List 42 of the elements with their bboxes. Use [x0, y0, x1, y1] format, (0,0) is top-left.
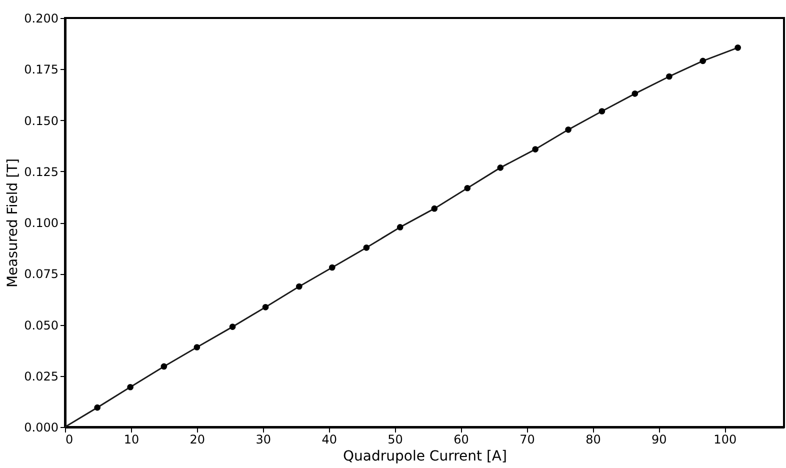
y-axis-title: Measured Field [T]: [5, 158, 22, 288]
x-tick-label: 60: [454, 432, 469, 446]
point: [94, 404, 100, 411]
y-tick-label: 0.125: [24, 164, 58, 179]
point: [194, 344, 200, 350]
x-tick-label: 30: [256, 432, 272, 446]
x-tick-label: 50: [388, 432, 403, 446]
x-tick-label: 10: [124, 432, 140, 446]
y-tick-label: 0.100: [24, 216, 58, 230]
x-tick-label: 40: [322, 432, 337, 446]
y-tick-label: 0.150: [24, 114, 58, 128]
y-tick-label: 0.075: [24, 267, 58, 282]
y-tick-label: 0.000: [24, 420, 58, 434]
point: [328, 264, 336, 271]
y-tick-label: 0.200: [24, 12, 58, 26]
point: [296, 283, 302, 290]
point: [632, 90, 638, 97]
point: [565, 126, 572, 133]
point: [598, 108, 606, 114]
x-axis-title: Quadrupole Current [A]: [343, 448, 507, 464]
point: [532, 146, 538, 152]
point: [700, 58, 706, 64]
y-tick-label: 0.175: [24, 62, 58, 77]
point: [497, 164, 504, 171]
point: [127, 384, 134, 390]
point: [262, 304, 269, 310]
x-tick-label: 80: [586, 432, 601, 446]
x-tick-label: 70: [520, 432, 535, 446]
point: [431, 205, 438, 212]
x-tick-label: 0: [66, 432, 74, 446]
point: [464, 184, 471, 192]
point: [229, 324, 236, 330]
y-tick-label: 0.050: [24, 318, 58, 332]
point: [666, 73, 672, 80]
point: [396, 224, 404, 230]
y-tick-label: 0.025: [24, 369, 58, 384]
point: [160, 363, 168, 370]
point: [734, 44, 741, 51]
x-tick-label: 90: [652, 432, 667, 446]
point: [363, 244, 370, 251]
x-tick-label: 100: [714, 432, 737, 446]
x-tick-label: 20: [190, 432, 206, 446]
